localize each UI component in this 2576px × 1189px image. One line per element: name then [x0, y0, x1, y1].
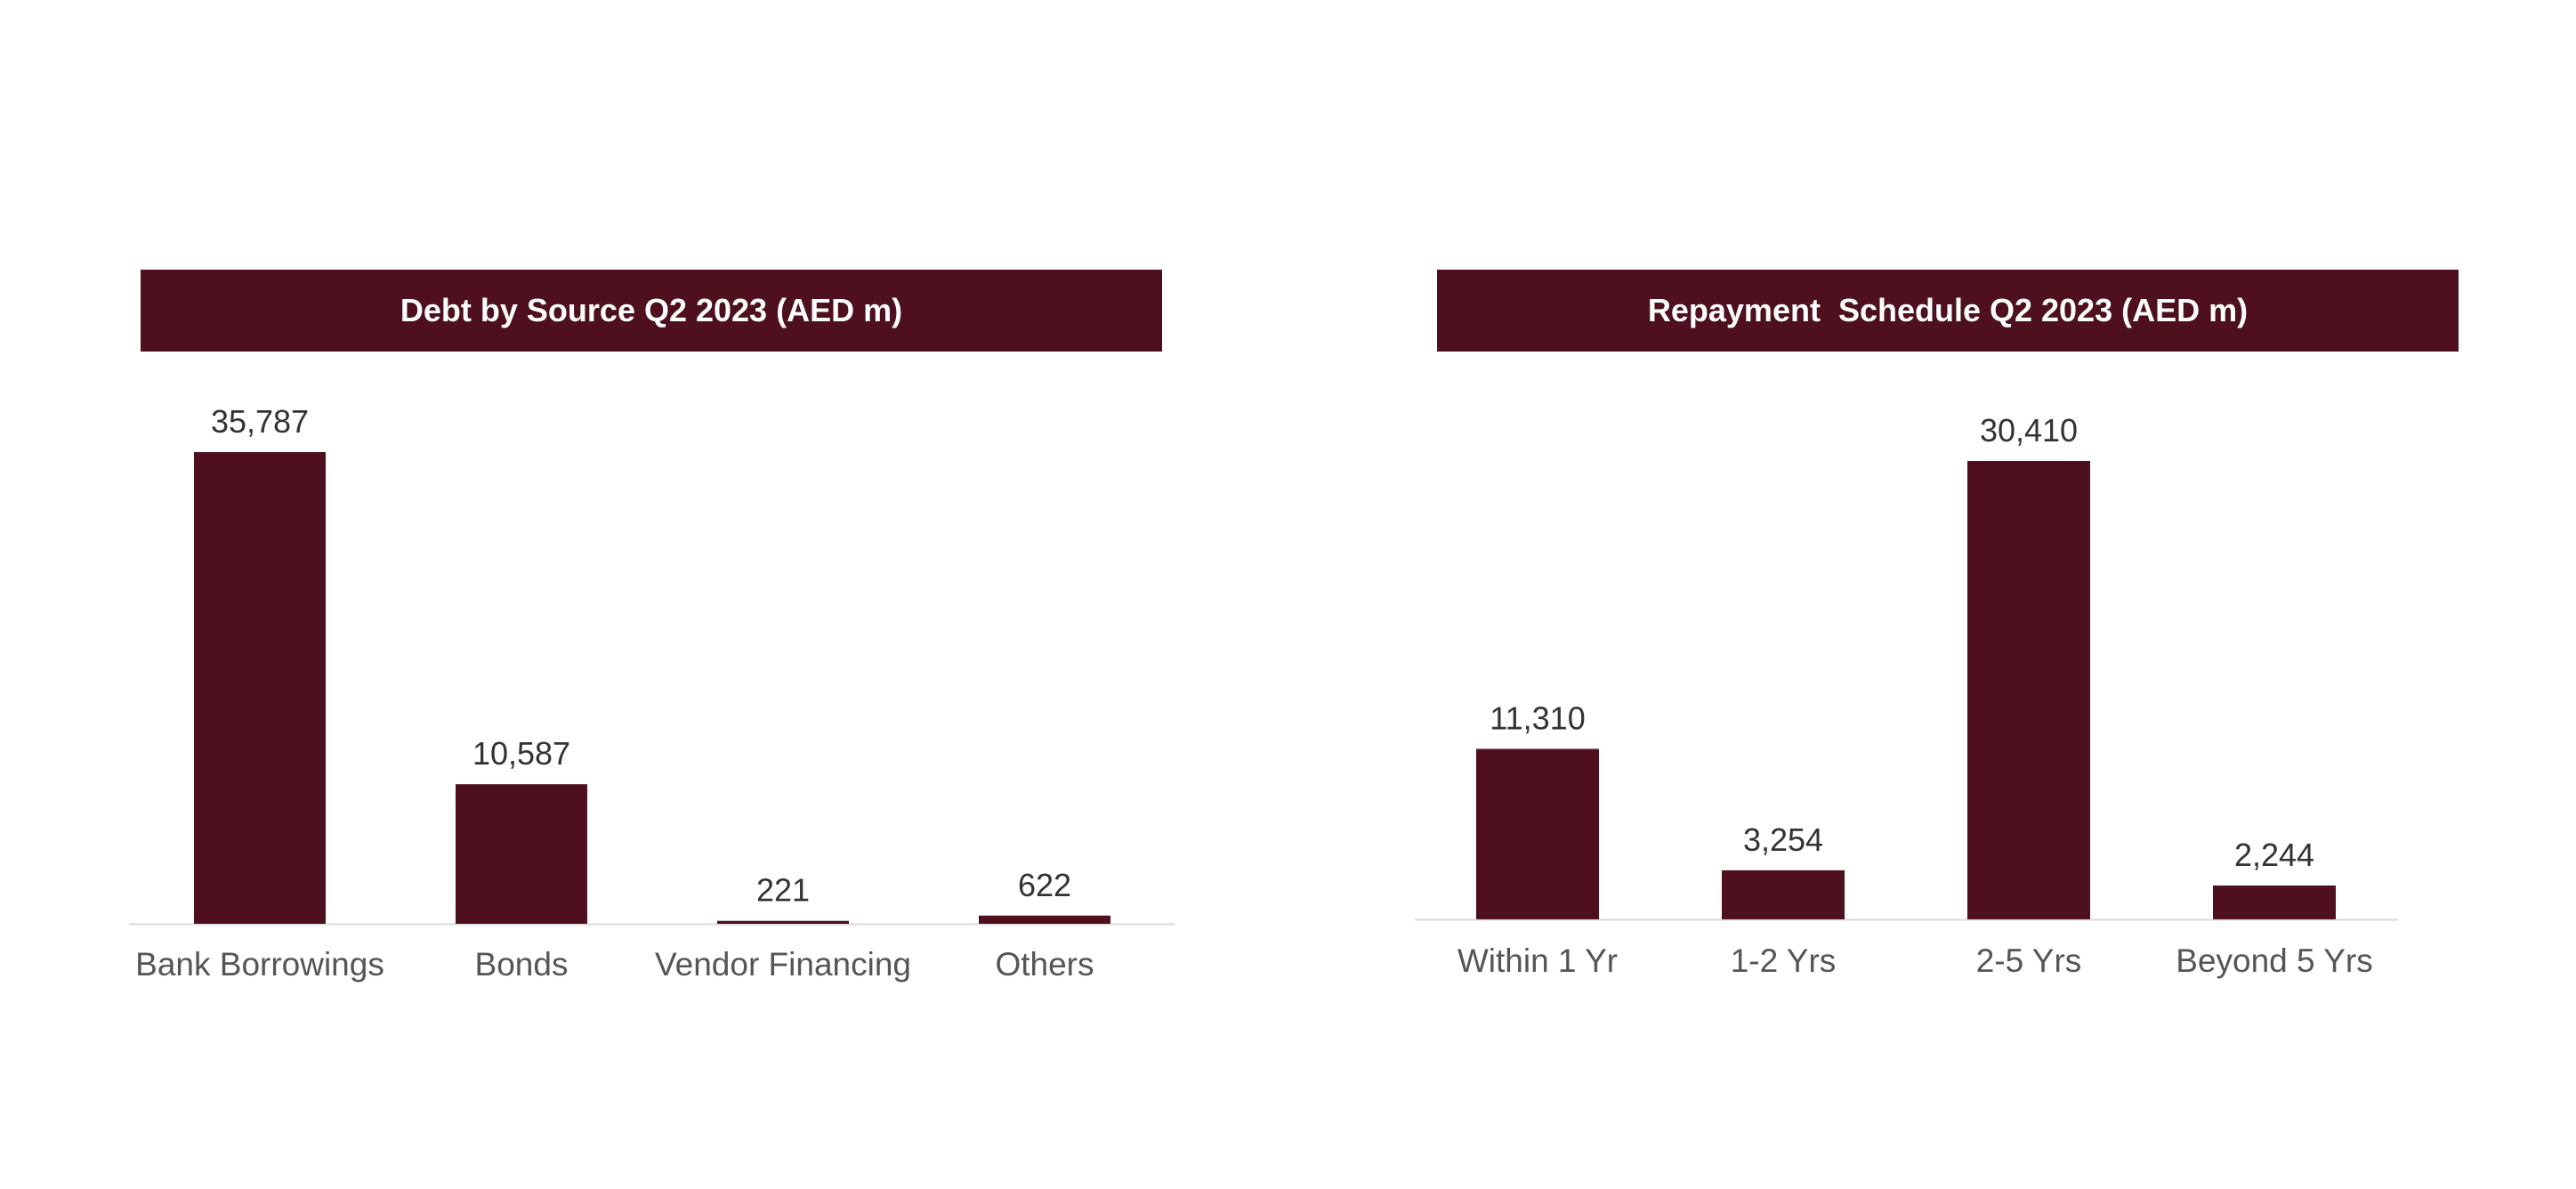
debt-source-value-label: 35,787 — [211, 403, 309, 440]
debt-source-value-label: 622 — [1018, 867, 1071, 903]
debt-source-bar — [717, 920, 849, 924]
repayment-bar — [1476, 748, 1599, 919]
repayment-value-label: 2,244 — [2234, 837, 2314, 873]
repayment-schedule-title: Repayment Schedule Q2 2023 (AED m) — [1437, 270, 2459, 352]
repayment-bar — [1967, 461, 2090, 919]
debt-by-source-title: Debt by Source Q2 2023 (AED m) — [141, 270, 1162, 352]
debt-source-category-label: Bank Borrowings — [135, 946, 384, 983]
repayment-chart: 11,310 Within 1 Yr 3,254 1-2 Yrs 30,410 2-5 Y… — [1415, 412, 2398, 979]
repayment-category-label: Beyond 5 Yrs — [2176, 942, 2372, 979]
repayment-category-label: 2-5 Yrs — [1976, 942, 2082, 979]
repayment-category-label: Within 1 Yr — [1458, 942, 1618, 979]
debt-source-chart: 35,787 Bank Borrowings 10,587 Bonds 221 Vendo… — [129, 403, 1175, 983]
debt-source-value-label: 221 — [756, 872, 810, 909]
debt-source-bar — [979, 915, 1110, 924]
debt-source-bar — [456, 784, 587, 924]
debt-source-value-label: 10,587 — [472, 735, 570, 772]
debt-source-category-label: Bonds — [475, 946, 569, 983]
repayment-value-label: 11,310 — [1490, 700, 1585, 736]
repayment-bar — [1722, 870, 1845, 919]
repayment-bar — [2213, 885, 2336, 919]
repayment-value-label: 30,410 — [1980, 412, 2078, 449]
debt-source-bar — [194, 452, 326, 924]
debt-source-category-label: Vendor Financing — [655, 946, 911, 983]
repayment-value-label: 3,254 — [1743, 821, 1823, 858]
repayment-category-label: 1-2 Yrs — [1731, 942, 1837, 979]
debt-source-category-label: Others — [995, 946, 1094, 983]
